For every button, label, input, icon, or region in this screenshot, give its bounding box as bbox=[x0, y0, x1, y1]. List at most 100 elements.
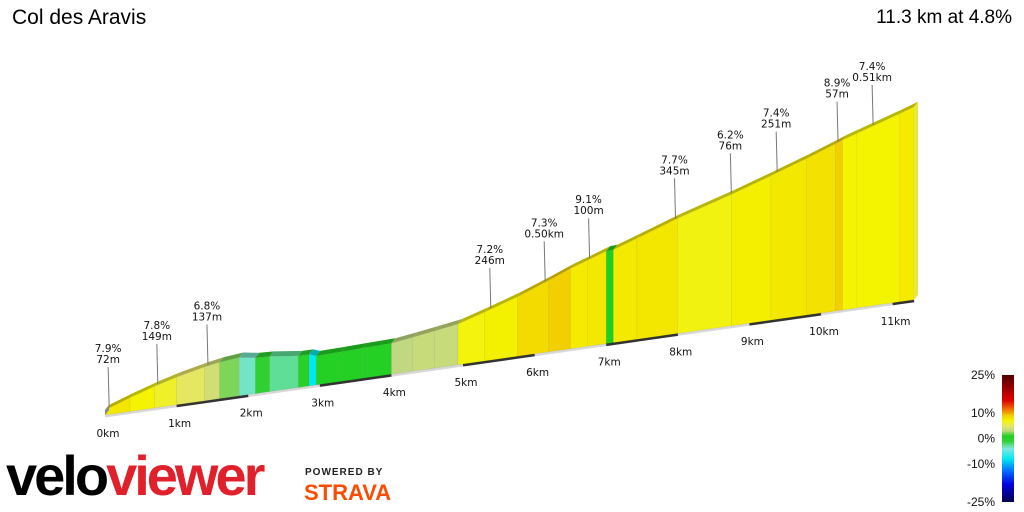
profile-top-face bbox=[842, 128, 861, 140]
annotation-grade: 6.2% bbox=[717, 129, 744, 141]
profile-top-face bbox=[806, 138, 840, 159]
baseline-km-band bbox=[892, 299, 915, 306]
profile-segment bbox=[842, 132, 858, 311]
annotation-grade: 9.1% bbox=[575, 194, 602, 206]
profile-top-face bbox=[391, 332, 417, 344]
profile-top-face bbox=[636, 213, 682, 239]
baseline-km-band bbox=[605, 332, 679, 347]
profile-segment bbox=[636, 217, 679, 340]
profile-segment bbox=[412, 330, 435, 372]
profile-segment bbox=[255, 356, 270, 394]
x-tick-label: 5km bbox=[455, 377, 478, 389]
x-tick-label: 10km bbox=[809, 326, 839, 338]
powered-by-text: POWERED BY bbox=[305, 467, 384, 478]
annotation-leader bbox=[729, 153, 732, 194]
profile-segment bbox=[308, 353, 317, 387]
profile-segment bbox=[238, 357, 256, 397]
annotation-grade: 7.9% bbox=[95, 343, 122, 355]
profile-top-face bbox=[587, 246, 611, 261]
profile-segment bbox=[587, 250, 607, 347]
baseline-km-band bbox=[462, 353, 535, 367]
profile-top-face bbox=[899, 101, 919, 114]
annotation-leader bbox=[588, 218, 591, 259]
annotation-leader bbox=[206, 324, 209, 365]
x-tick-label: 8km bbox=[669, 346, 692, 358]
x-tick-label: 1km bbox=[168, 418, 191, 430]
profile-top-face bbox=[835, 134, 847, 144]
annotation-leader bbox=[674, 178, 677, 219]
legend-tick-label: 25% bbox=[971, 368, 995, 382]
profile-segment bbox=[362, 342, 392, 379]
gradient-legend-bar bbox=[1002, 375, 1014, 502]
veloviewer-logo: veloviewer bbox=[6, 444, 265, 507]
profile-segment bbox=[806, 143, 836, 316]
profile-segment bbox=[613, 237, 638, 343]
profile-segment bbox=[605, 249, 614, 344]
x-tick-label: 9km bbox=[741, 336, 764, 348]
profile-segment bbox=[899, 106, 915, 303]
x-tick-label: 6km bbox=[526, 367, 549, 379]
profile-top-face bbox=[154, 372, 181, 387]
profile-segment bbox=[484, 296, 518, 362]
annotation-length: 251m bbox=[761, 119, 791, 131]
annotation-length: 345m bbox=[659, 165, 689, 177]
x-tick-label: 11km bbox=[881, 316, 911, 328]
annotation-leader bbox=[156, 343, 159, 384]
strava-logo: STRAVA bbox=[304, 480, 392, 505]
profile-top-face bbox=[204, 357, 224, 367]
annotation-leader bbox=[871, 84, 874, 125]
profile-segment bbox=[315, 351, 342, 386]
annotation-length: 57m bbox=[825, 88, 849, 100]
profile-top-face bbox=[517, 275, 553, 297]
annotation-grade: 7.4% bbox=[859, 61, 886, 73]
profile-top-face bbox=[677, 189, 736, 219]
profile-segment bbox=[340, 347, 364, 382]
profile-top-face bbox=[412, 325, 439, 338]
profile-segment bbox=[434, 323, 459, 369]
profile-top-face bbox=[770, 153, 811, 176]
annotation-leader bbox=[107, 366, 110, 407]
x-tick-label: 2km bbox=[240, 408, 263, 420]
profile-top-face bbox=[570, 255, 592, 269]
annotation-grade: 7.8% bbox=[143, 320, 170, 332]
profile-top-face bbox=[255, 351, 274, 358]
annotation-leader bbox=[489, 268, 492, 309]
annotation-grade: 7.2% bbox=[476, 244, 503, 256]
profile-top-face bbox=[613, 233, 641, 250]
baseline-km-band bbox=[176, 394, 249, 408]
x-tick-label: 0km bbox=[97, 428, 120, 440]
profile-top-face bbox=[362, 338, 396, 348]
annotation-grade: 8.9% bbox=[824, 77, 851, 89]
annotation-length: 100m bbox=[573, 205, 603, 217]
annotation-grade: 7.4% bbox=[763, 108, 790, 120]
annotation-grade: 7.7% bbox=[661, 154, 688, 166]
annotation-grade: 6.8% bbox=[194, 301, 221, 313]
annotation-leader bbox=[543, 241, 546, 282]
profile-segment bbox=[219, 357, 240, 400]
profile-segment bbox=[548, 267, 571, 353]
profile-top-face bbox=[269, 350, 303, 357]
climb-title: Col des Aravis bbox=[12, 6, 147, 29]
profile-end-face bbox=[914, 101, 919, 300]
annotation-leader bbox=[775, 131, 778, 172]
profile-segment bbox=[677, 193, 732, 334]
baseline-km-band bbox=[749, 312, 822, 326]
legend-tick-label: 10% bbox=[971, 406, 995, 420]
profile-segment bbox=[204, 361, 220, 402]
annotation-leader bbox=[836, 101, 839, 142]
annotation-length: 137m bbox=[192, 312, 222, 324]
profile-top-face bbox=[105, 392, 135, 410]
profile-segment bbox=[856, 113, 901, 309]
profile-segment bbox=[269, 355, 299, 392]
profile-top-face bbox=[434, 319, 462, 331]
profile-top-face bbox=[457, 307, 489, 325]
annotation-grade: 7.3% bbox=[531, 217, 558, 229]
legend-tick-label: -25% bbox=[967, 495, 995, 509]
profile-top-face bbox=[239, 352, 260, 358]
profile-top-face bbox=[130, 381, 159, 398]
legend-tick-label: -10% bbox=[967, 457, 995, 471]
profile-top-face bbox=[219, 352, 244, 363]
x-tick-label: 4km bbox=[383, 387, 406, 399]
x-tick-label: 7km bbox=[598, 357, 621, 369]
